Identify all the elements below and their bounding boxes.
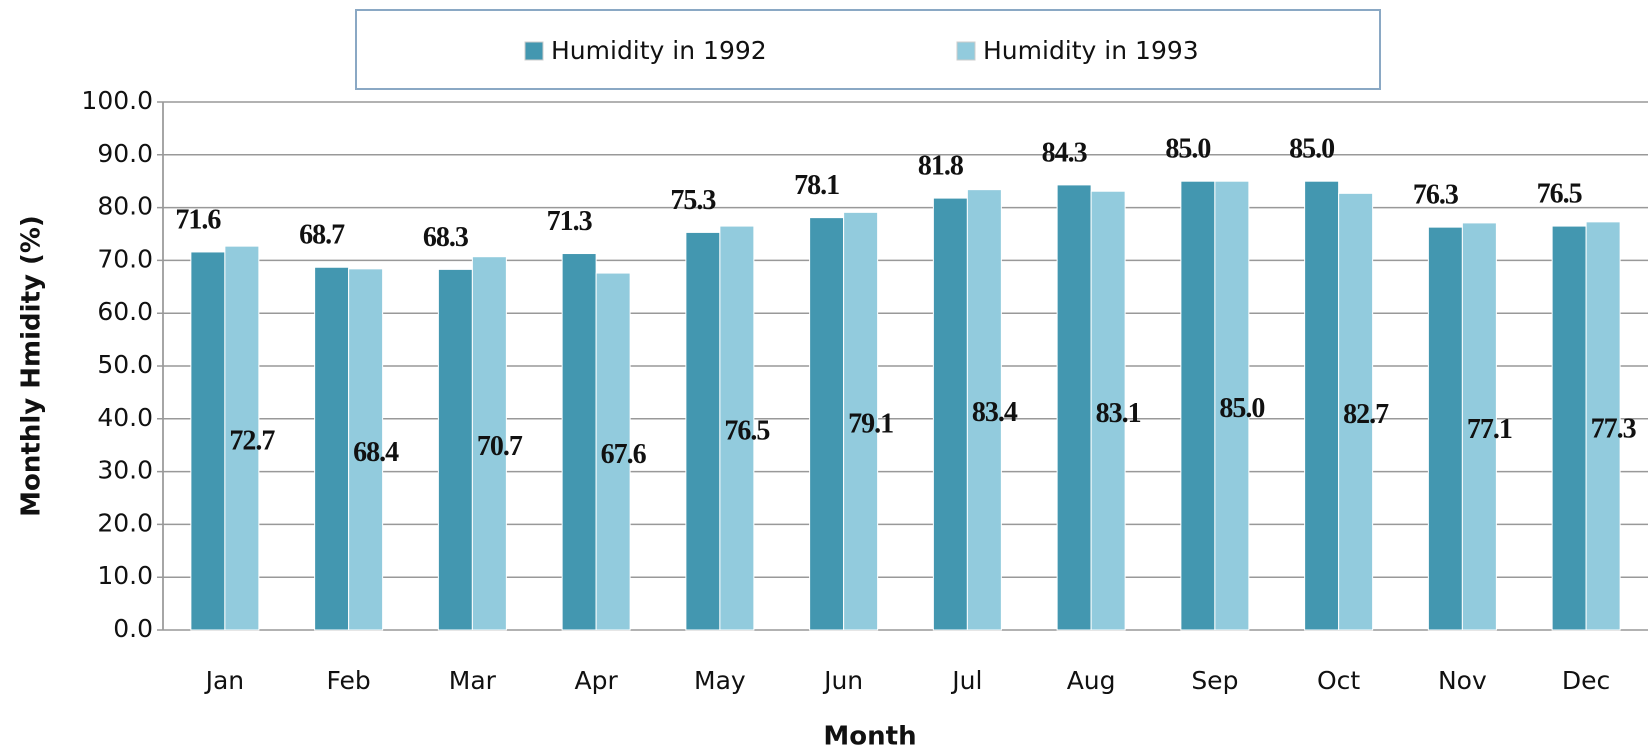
bar — [843, 211, 879, 631]
x-tick-label: May — [694, 666, 746, 695]
value-label: 77.3 — [1591, 413, 1637, 444]
value-label: 84.3 — [1042, 137, 1088, 168]
x-tick-label: Feb — [326, 666, 370, 695]
x-axis-label: Month — [823, 722, 916, 752]
y-tick-label: 80.0 — [97, 192, 153, 221]
x-tick-label: Nov — [1438, 666, 1487, 695]
value-label: 83.1 — [1096, 398, 1141, 429]
bar — [1427, 226, 1463, 631]
y-tick-label: 100.0 — [81, 86, 153, 115]
bar — [561, 253, 597, 631]
value-label: 79.1 — [848, 409, 893, 440]
bar — [932, 197, 968, 631]
bar — [1214, 180, 1250, 631]
y-tick-label: 30.0 — [97, 456, 153, 485]
y-tick-label: 70.0 — [97, 244, 153, 273]
legend-label: Humidity in 1993 — [983, 36, 1199, 65]
y-tick-label: 60.0 — [97, 297, 153, 326]
x-tick-label: Dec — [1562, 666, 1610, 695]
bar — [471, 256, 507, 631]
value-label: 68.3 — [423, 222, 469, 253]
x-tick-label: Jan — [204, 666, 245, 695]
bar — [685, 231, 721, 631]
x-tick-label: Mar — [449, 666, 497, 695]
bar — [1090, 190, 1126, 631]
y-tick-label: 50.0 — [97, 350, 153, 379]
x-tick-label: Apr — [575, 666, 619, 695]
value-label: 78.1 — [794, 170, 839, 201]
bar — [314, 266, 350, 631]
bar — [224, 245, 260, 631]
value-label: 76.5 — [1537, 179, 1582, 210]
bar — [1585, 221, 1621, 631]
bar — [1304, 180, 1340, 631]
x-tick-label: Sep — [1191, 666, 1238, 695]
bar — [1338, 192, 1374, 631]
value-label: 70.7 — [477, 431, 523, 462]
value-label: 81.8 — [918, 151, 964, 182]
bar — [190, 251, 226, 631]
y-tick-label: 90.0 — [97, 139, 153, 168]
value-label: 68.7 — [299, 220, 345, 251]
y-tick-label: 20.0 — [97, 508, 153, 537]
bar — [1056, 184, 1092, 631]
x-tick-label: Jul — [950, 666, 982, 695]
bar — [437, 268, 473, 631]
legend-swatch — [956, 41, 976, 61]
legend-box — [355, 9, 1381, 90]
bar — [809, 217, 845, 631]
y-tick-label: 40.0 — [97, 403, 153, 432]
bar — [1551, 225, 1587, 631]
bar — [1180, 180, 1216, 631]
legend-swatch — [524, 41, 544, 61]
bar — [719, 225, 755, 631]
bar — [348, 268, 384, 631]
y-tick-label: 0.0 — [113, 614, 153, 643]
value-label: 83.4 — [972, 397, 1018, 428]
value-label: 71.6 — [175, 204, 221, 235]
value-label: 72.7 — [229, 425, 275, 456]
y-tick-label: 10.0 — [97, 561, 153, 590]
value-label: 76.3 — [1413, 180, 1459, 211]
value-label: 71.3 — [547, 206, 593, 237]
value-label: 85.0 — [1289, 134, 1334, 165]
legend-label: Humidity in 1992 — [551, 36, 767, 65]
bar — [595, 272, 631, 631]
bar — [1461, 222, 1497, 631]
value-label: 76.5 — [724, 415, 769, 446]
x-tick-label: Aug — [1067, 666, 1116, 695]
y-axis-label: Monthly Hmidity (%) — [17, 215, 47, 517]
value-label: 68.4 — [353, 437, 399, 468]
x-tick-label: Oct — [1317, 666, 1360, 695]
value-label: 82.7 — [1343, 399, 1389, 430]
value-label: 77.1 — [1467, 414, 1512, 445]
value-label: 75.3 — [670, 185, 716, 216]
x-tick-label: Jun — [822, 666, 863, 695]
value-label: 85.0 — [1219, 393, 1264, 424]
bar — [966, 189, 1002, 631]
value-label: 67.6 — [601, 439, 647, 470]
value-label: 85.0 — [1165, 134, 1210, 165]
